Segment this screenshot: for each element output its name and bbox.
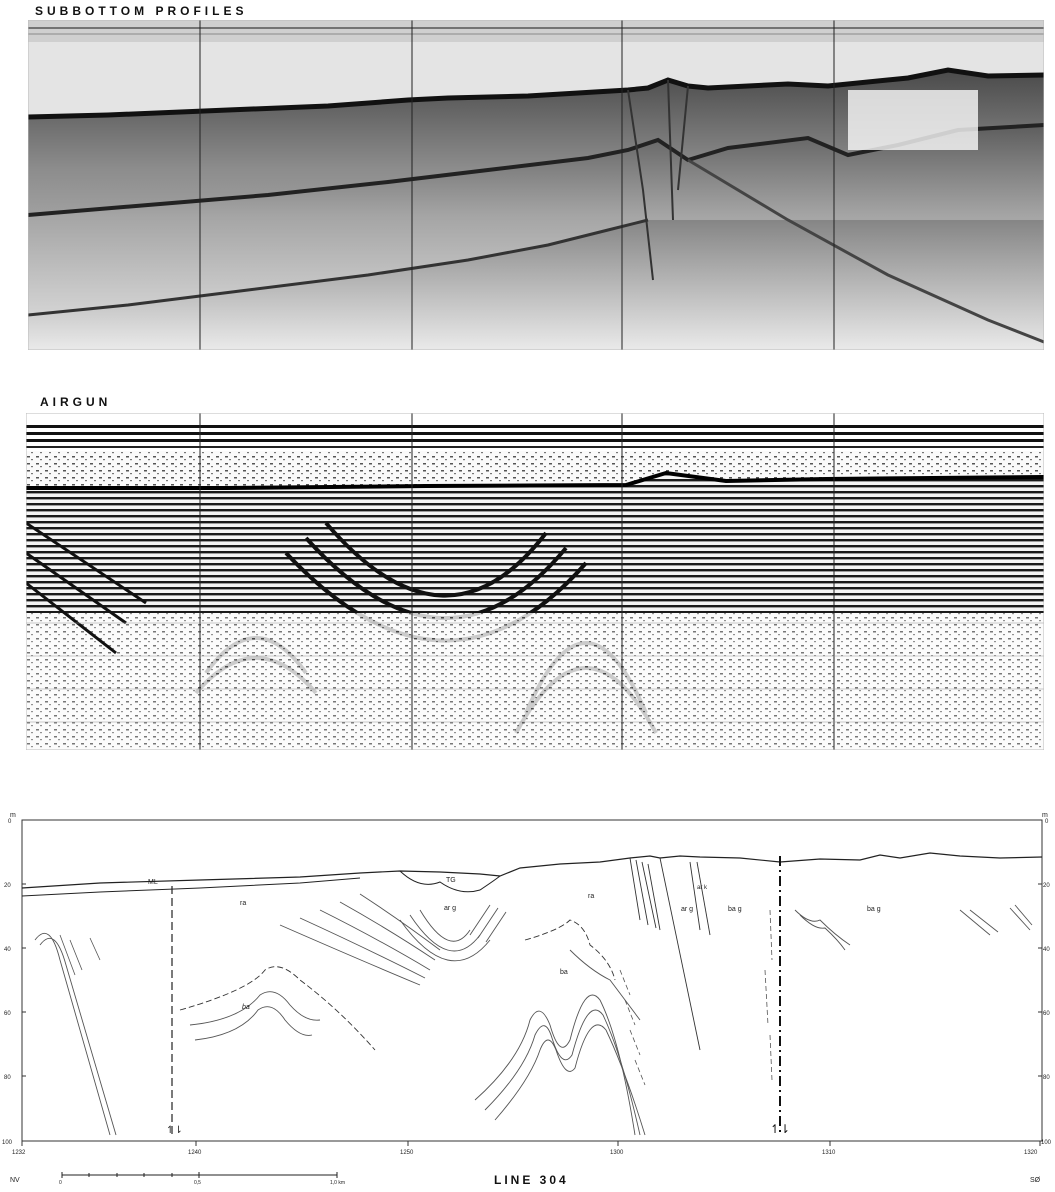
unit-label-ra-left: ra	[240, 900, 246, 907]
lower-anticline	[474, 994, 646, 1136]
airgun-band-3	[26, 439, 1044, 442]
tg-base-line	[399, 870, 501, 893]
depth-tick-label: 20	[4, 883, 11, 889]
subbottom-layer-3-fill	[28, 220, 1044, 350]
depth-unit-left: m	[10, 812, 16, 819]
airgun-layered-sediments	[26, 473, 1044, 613]
scale-label-end: 1,0 km	[330, 1180, 345, 1186]
scale-label-start: 0	[59, 1180, 62, 1186]
unit-label-ml: ML	[148, 879, 158, 886]
airgun-seabed-reflector	[26, 470, 1044, 490]
mid-right-dashed-marks	[619, 969, 646, 1086]
direction-left-label: NV	[10, 1177, 20, 1184]
ba-reflector-mid	[569, 949, 641, 1021]
depth-tick-label: 80	[4, 1075, 11, 1081]
fault-arrow-right: ↿⇂	[770, 1122, 790, 1136]
unit-label-ba-mid: ba	[560, 969, 568, 976]
seabed-line	[21, 852, 1043, 889]
subbottom-water-column-top	[28, 20, 1044, 42]
depth-tick-label-right: 40	[1043, 947, 1050, 953]
fix-tick-label: 1320	[1024, 1150, 1038, 1156]
left-depth-axis: 0 20 40 60 80 100	[2, 819, 26, 1146]
scale-bar: 0 0,5 1,0 km	[59, 1172, 345, 1186]
scale-label-mid: 0,5	[194, 1180, 201, 1186]
ba-anticline-1	[189, 991, 321, 1026]
unit-label-arg-right: ar g	[681, 906, 693, 913]
subbottom-dipping-reflector	[687, 158, 1044, 344]
airgun-band-1	[26, 425, 1044, 428]
depth-tick-label-right: 0	[1045, 819, 1049, 825]
depth-tick-label-right: 100	[1041, 1140, 1052, 1146]
fix-tick-label: 1310	[822, 1150, 836, 1156]
unit-label-ba-left: ba	[242, 1004, 250, 1011]
fix-tick-label: 1250	[400, 1150, 414, 1156]
airgun-deep-noise	[26, 613, 1044, 750]
depth-tick-label-right: 80	[1043, 1075, 1050, 1081]
fix-tick-label: 1232	[12, 1150, 26, 1156]
ba-anticline-dashed-left	[179, 966, 376, 1051]
unit-label-arg-mid: ar g	[444, 905, 456, 912]
depth-tick-label: 60	[4, 1011, 11, 1017]
depth-tick-label: 100	[2, 1140, 13, 1146]
subbottom-bright-patch	[848, 90, 978, 150]
unit-label-bag-1: ba g	[728, 906, 742, 913]
unit-label-ark: ar k	[697, 885, 708, 891]
unit-label-tg: TG	[446, 877, 456, 884]
fault-arrow-left: ↿⇂	[166, 1125, 183, 1136]
ba-anticline-dashed-mid	[524, 919, 616, 981]
unit-label-ra-right: ra	[588, 893, 594, 900]
depth-tick-label: 0	[8, 819, 12, 825]
fix-tick-label: 1240	[188, 1150, 202, 1156]
airgun-syncline-1	[324, 521, 548, 598]
airgun-profile-panel	[26, 413, 1044, 750]
fix-tick-label: 1300	[610, 1150, 624, 1156]
subbottom-reflector-3	[28, 218, 649, 317]
syncline-fan	[279, 893, 507, 986]
left-steep-reflector-2	[39, 937, 117, 1136]
right-fault-block	[629, 857, 711, 1051]
unit-label-bag-2: ba g	[867, 906, 881, 913]
right-fault-parallel-dashes	[764, 909, 773, 1081]
depth-unit-right: m	[1042, 812, 1048, 819]
subbottom-fault-zone	[627, 79, 689, 281]
subbottom-title: SUBBOTTOM PROFILES	[35, 4, 248, 18]
subbottom-seabed-reflector	[28, 67, 1044, 120]
right-wavy-reflector-1	[794, 909, 851, 946]
ba-anticline-2	[194, 1006, 313, 1041]
line-title: LINE 304	[494, 1173, 569, 1187]
depth-tick-label-right: 20	[1043, 883, 1050, 889]
airgun-band-2	[26, 432, 1044, 435]
airgun-band-4	[26, 446, 1044, 448]
airgun-left-dipping-reflectors	[26, 521, 147, 655]
section-frame	[21, 819, 1043, 1142]
left-steep-reflector-1	[34, 932, 111, 1136]
depth-tick-label-right: 60	[1043, 1011, 1050, 1017]
right-wavy-reflector-2	[799, 914, 846, 951]
depth-tick-label: 40	[4, 947, 11, 953]
subbottom-profile-panel	[28, 20, 1044, 350]
right-depth-axis: 0 20 40 60 80 100	[1038, 819, 1052, 1146]
far-right-short-reflectors	[959, 904, 1033, 936]
interpreted-section-panel: m m 0 20 40 60 80 100 0 20 40	[2, 812, 1052, 1187]
airgun-title: AIRGUN	[40, 395, 112, 409]
fix-axis: 1232 1240 1250 1300 1310 1320	[12, 1141, 1041, 1156]
left-short-reflectors	[59, 934, 101, 976]
ml-base-line	[21, 877, 361, 897]
direction-right-label: SØ	[1030, 1177, 1041, 1184]
